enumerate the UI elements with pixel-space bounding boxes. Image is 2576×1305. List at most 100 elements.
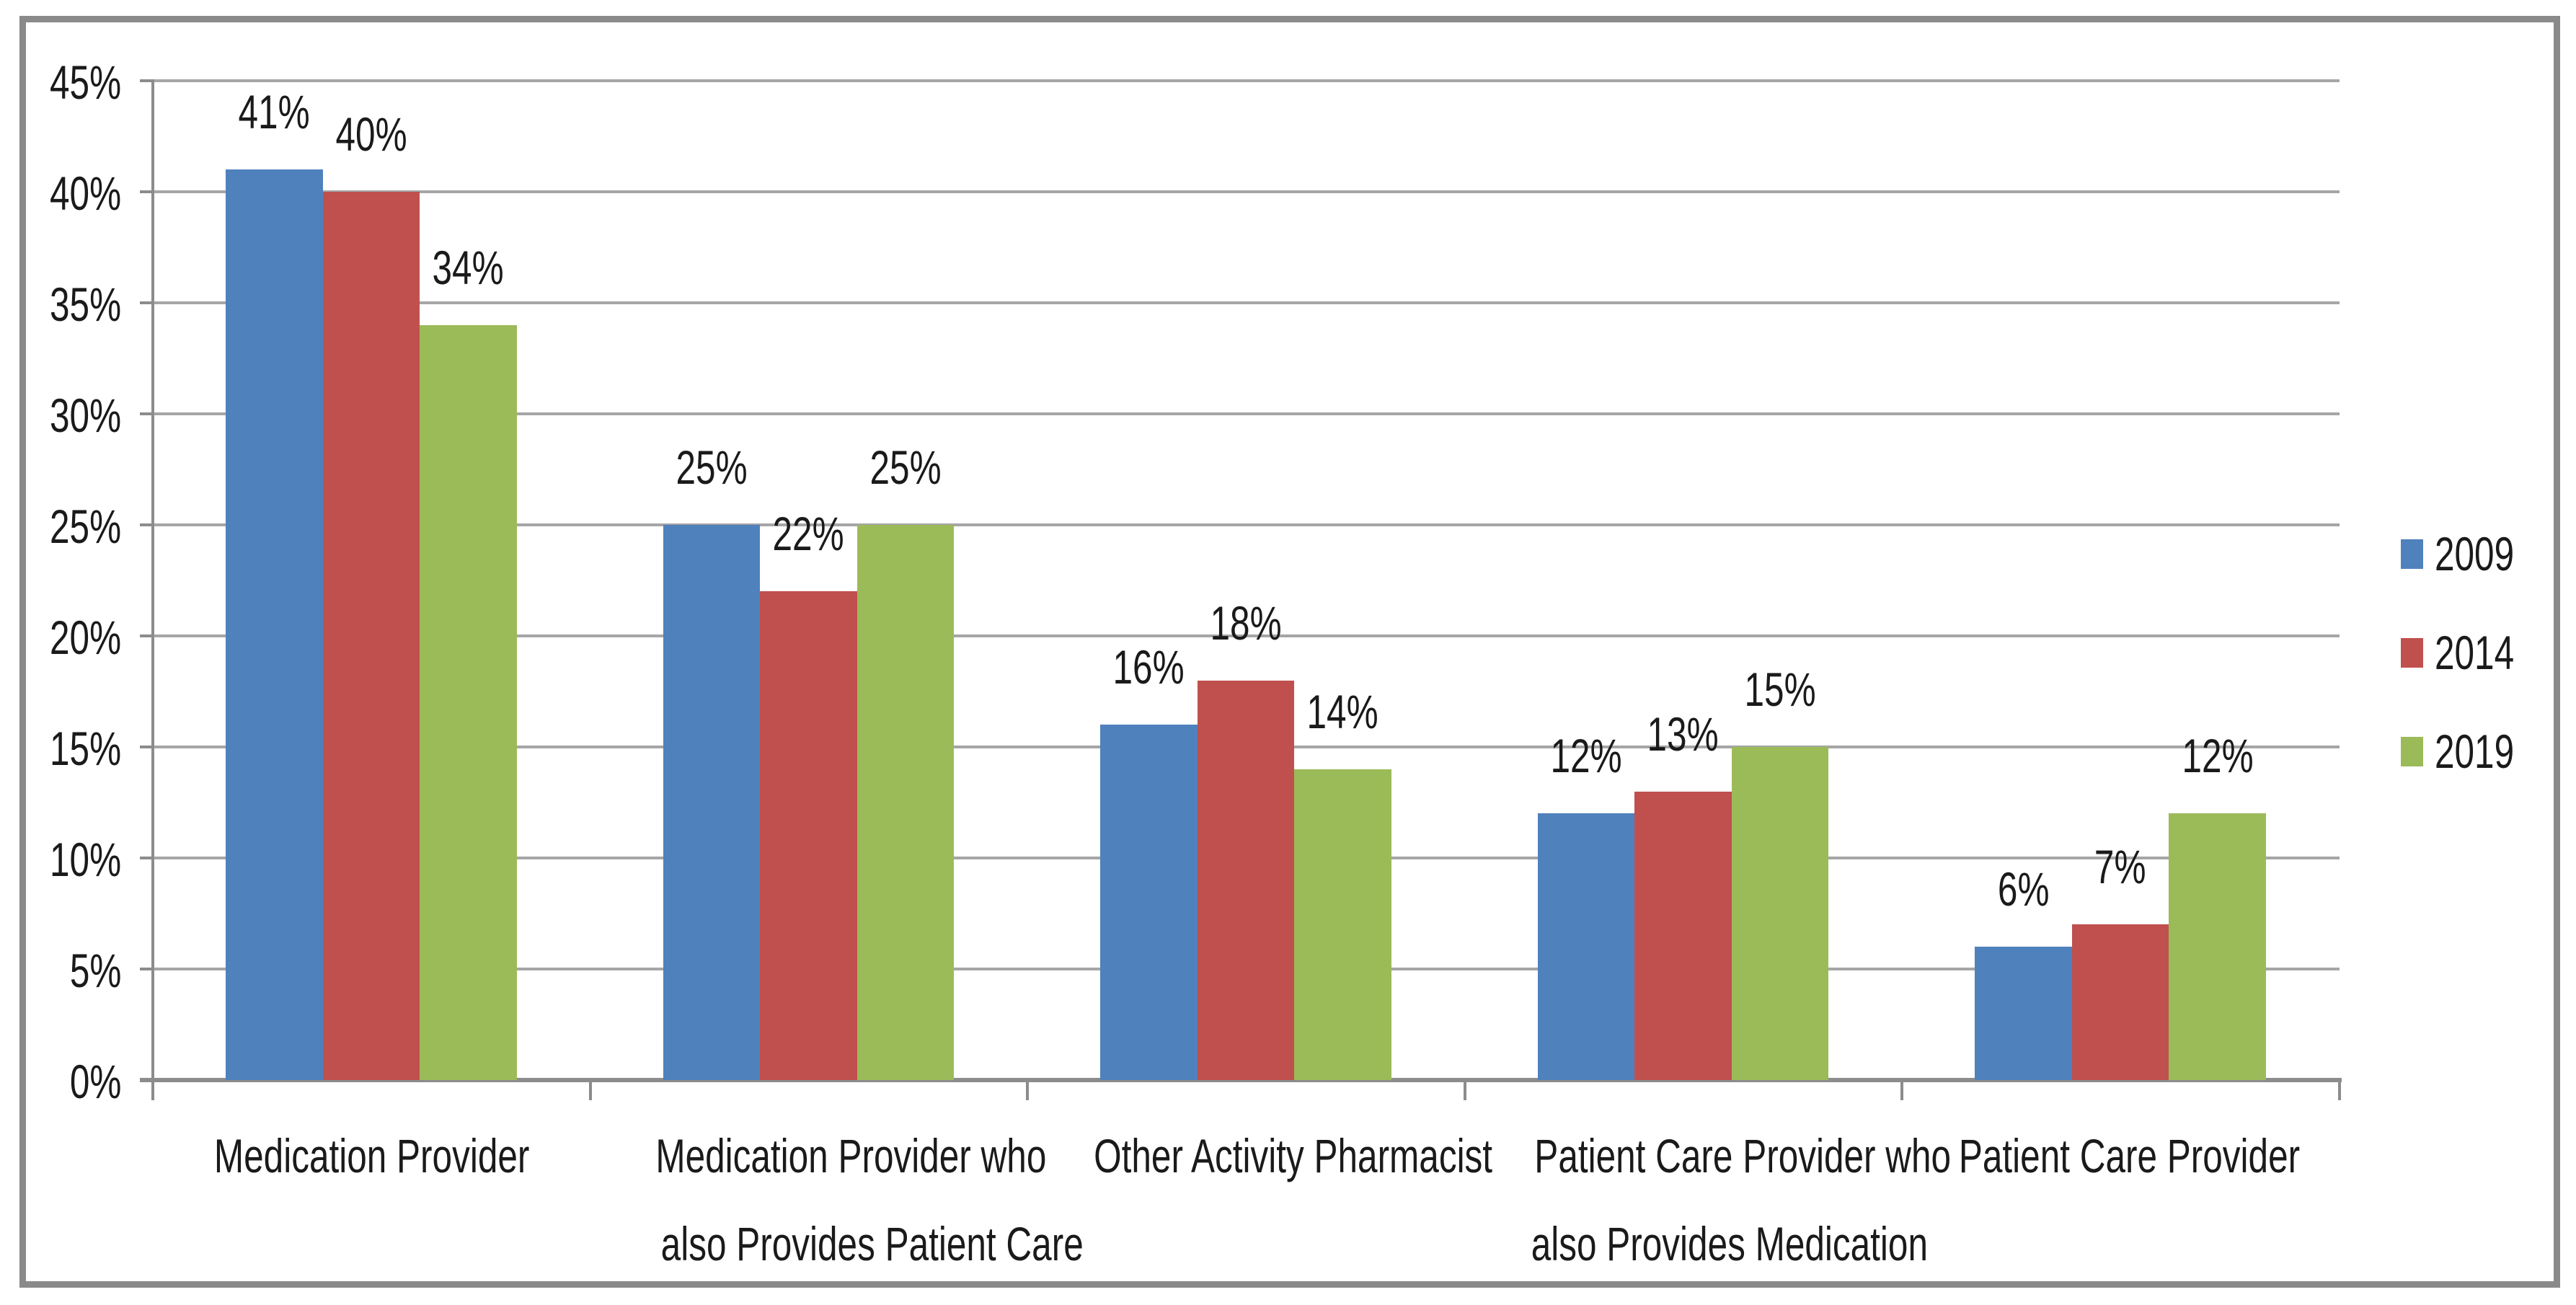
x-axis-tick <box>151 1080 154 1100</box>
y-tick-label: 5% <box>0 940 121 1001</box>
bar-label-2019-cat4-text: 15% <box>1744 663 1816 716</box>
bar-label-2014-cat1-text: 40% <box>335 107 407 161</box>
bar-2019-cat1 <box>420 324 517 1080</box>
x-axis-label-text: also Provides Medication <box>1531 1217 1928 1270</box>
bar-2019-cat2 <box>857 525 955 1080</box>
bar-2019-cat5 <box>2169 813 2266 1080</box>
y-tick-label-text: 40% <box>49 167 121 220</box>
y-tick-label-text: 35% <box>49 278 121 331</box>
x-axis-label-cat4: Patient Care Provider who also Provides M… <box>1465 1112 1951 1288</box>
bar-label-2009-cat1: 41% <box>166 81 382 142</box>
x-axis-label-cat2: Medication Provider who also Provides Pat… <box>590 1112 1083 1288</box>
y-tick-label-text: 45% <box>49 56 121 109</box>
bar-label-2019-cat4: 15% <box>1672 659 1888 720</box>
y-axis-tick <box>140 190 153 193</box>
bar-label-2019-cat5-text: 12% <box>2182 729 2254 783</box>
bar-label-2019-cat3-text: 14% <box>1306 684 1378 738</box>
gridline <box>153 79 2340 82</box>
bar-label-2009-cat4: 12% <box>1478 725 1694 786</box>
legend-label-2009: 2009 <box>2435 527 2515 580</box>
bar-label-2014-cat5: 7% <box>2012 836 2228 897</box>
x-axis-label-cat1: Medication Provider <box>153 1112 590 1200</box>
x-axis-label-text: Medication Provider who <box>655 1129 1046 1182</box>
bar-label-2019-cat1-text: 34% <box>432 240 504 294</box>
bar-label-2014-cat2: 22% <box>700 503 916 564</box>
bar-label-2014-cat4-text: 13% <box>1647 707 1719 761</box>
bar-label-2019-cat5: 12% <box>2110 725 2326 786</box>
x-axis-label-line: Patient Care Provider who <box>1465 1112 1951 1200</box>
legend-swatch-2014 <box>2401 637 2423 668</box>
x-axis-label-text: Patient Care Provider who <box>1534 1129 1951 1182</box>
bar-label-2009-cat5: 6% <box>1916 859 2132 919</box>
x-axis-label-cat5: Patient Care Provider <box>1902 1112 2340 1200</box>
y-tick-label: 0% <box>0 1051 121 1112</box>
bar-label-2009-cat3-text: 16% <box>1112 640 1185 694</box>
y-axis-tick <box>140 634 153 637</box>
y-axis-tick <box>140 857 153 859</box>
y-axis-tick <box>140 968 153 970</box>
y-tick-label: 25% <box>0 496 121 557</box>
legend: 2009 2014 2019 <box>2401 523 2576 783</box>
bar-2009-cat5 <box>1975 947 2072 1080</box>
y-tick-label-text: 0% <box>69 1055 121 1108</box>
bar-label-2014-cat2-text: 22% <box>772 507 844 561</box>
bar-label-2009-cat4-text: 12% <box>1550 729 1622 783</box>
y-tick-label-text: 20% <box>49 611 121 664</box>
legend-item-2009: 2009 <box>2401 523 2541 584</box>
bar-label-2019-cat3: 14% <box>1234 681 1451 742</box>
y-tick-label: 45% <box>0 52 121 112</box>
x-axis-label-text: Medication Provider <box>213 1129 530 1182</box>
bar-2009-cat2 <box>663 525 761 1080</box>
x-axis-tick <box>2338 1080 2341 1100</box>
bar-2009-cat1 <box>226 169 323 1080</box>
bar-label-2009-cat5-text: 6% <box>1997 862 2050 916</box>
y-tick-label: 10% <box>0 829 121 890</box>
bar-2014-cat3 <box>1197 680 1295 1080</box>
x-axis-tick <box>1463 1080 1466 1100</box>
bar-2019-cat3 <box>1294 769 1391 1080</box>
bar-label-2019-cat1: 34% <box>360 237 576 298</box>
bar-2009-cat3 <box>1100 725 1198 1080</box>
y-axis-tick <box>140 412 153 415</box>
x-axis-label-line: Medication Provider <box>153 1112 590 1200</box>
y-tick-label: 40% <box>0 163 121 224</box>
x-axis-label-line: Patient Care Provider <box>1902 1112 2340 1200</box>
x-axis-label-line: Other Activity Pharmacist <box>1027 1112 1492 1200</box>
x-axis-label-line: also Provides Medication <box>1465 1200 1928 1288</box>
bar-2014-cat5 <box>2071 924 2169 1080</box>
bar-label-2014-cat4: 13% <box>1575 704 1792 764</box>
y-tick-label-text: 10% <box>49 833 121 886</box>
y-tick-label-text: 15% <box>49 722 121 775</box>
gridline <box>153 634 2340 637</box>
x-axis-tick <box>1900 1080 1904 1100</box>
y-tick-label: 35% <box>0 274 121 335</box>
x-axis-label-text: also Provides Patient Care <box>660 1217 1084 1270</box>
bar-label-2009-cat3: 16% <box>1040 637 1257 697</box>
y-axis-tick <box>140 79 153 82</box>
bar-label-2019-cat2-text: 25% <box>869 441 942 494</box>
bar-label-2009-cat2: 25% <box>603 437 820 497</box>
y-tick-label-text: 25% <box>49 500 121 553</box>
gridline <box>153 190 2340 193</box>
y-tick-label: 15% <box>0 718 121 779</box>
y-axis-tick <box>140 523 153 526</box>
bar-2014-cat1 <box>322 192 420 1080</box>
bar-label-2014-cat3: 18% <box>1138 593 1354 653</box>
x-axis-label-line: also Provides Patient Care <box>590 1200 1083 1288</box>
bar-label-2019-cat2: 25% <box>797 437 1014 497</box>
legend-item-2014: 2014 <box>2401 622 2541 683</box>
legend-label-2019: 2019 <box>2435 725 2515 778</box>
bar-label-2014-cat5-text: 7% <box>2094 840 2146 894</box>
y-axis-tick <box>140 301 153 304</box>
y-tick-label-text: 30% <box>49 389 121 442</box>
bar-label-2009-cat2-text: 25% <box>676 441 748 494</box>
bar-2009-cat4 <box>1537 813 1635 1080</box>
gridline <box>153 412 2340 415</box>
y-axis-line <box>151 79 154 1100</box>
x-axis-tick <box>588 1080 592 1100</box>
x-axis-label-text: Other Activity Pharmacist <box>1094 1129 1493 1182</box>
gridline <box>153 523 2340 526</box>
x-axis-label-cat3: Other Activity Pharmacist <box>1027 1112 1492 1200</box>
legend-item-2019: 2019 <box>2401 721 2541 782</box>
